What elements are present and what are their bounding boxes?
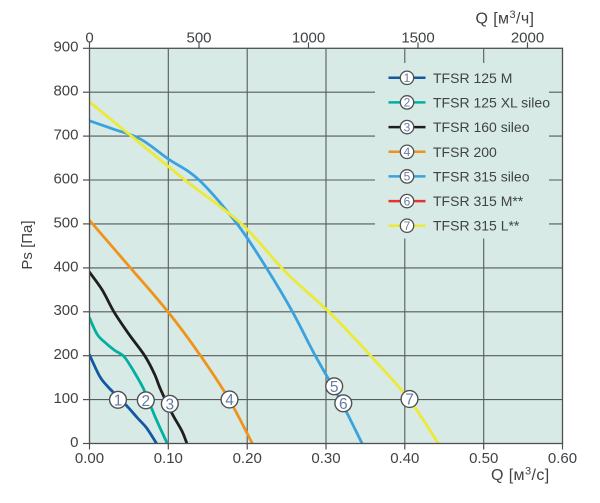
svg-text:500: 500 — [186, 30, 211, 47]
svg-text:4: 4 — [225, 392, 234, 409]
svg-text:3: 3 — [404, 120, 411, 134]
svg-text:TFSR 315 M**: TFSR 315 M** — [433, 193, 524, 209]
svg-text:1: 1 — [114, 392, 123, 409]
svg-text:TFSR 125 M: TFSR 125 M — [433, 70, 512, 86]
svg-text:TFSR 315 sileo: TFSR 315 sileo — [433, 168, 530, 184]
svg-text:700: 700 — [53, 127, 78, 144]
svg-text:0.30: 0.30 — [311, 450, 340, 467]
svg-text:0: 0 — [85, 30, 93, 47]
svg-text:400: 400 — [53, 258, 78, 275]
svg-text:1: 1 — [404, 71, 411, 85]
svg-text:0.20: 0.20 — [233, 450, 262, 467]
svg-text:TFSR 125 XL sileo: TFSR 125 XL sileo — [433, 94, 550, 110]
svg-text:0.10: 0.10 — [154, 450, 183, 467]
svg-text:200: 200 — [53, 346, 78, 363]
svg-text:1500: 1500 — [401, 30, 434, 47]
svg-text:5: 5 — [330, 379, 339, 396]
svg-text:0.60: 0.60 — [548, 450, 577, 467]
svg-text:Q [м3/c]: Q [м3/c] — [491, 466, 550, 485]
svg-text:1000: 1000 — [292, 30, 325, 47]
svg-text:TFSR 315 L**: TFSR 315 L** — [433, 218, 520, 234]
svg-text:TFSR 200: TFSR 200 — [433, 144, 497, 160]
svg-text:2: 2 — [404, 96, 411, 110]
svg-text:0.00: 0.00 — [75, 450, 104, 467]
svg-text:0: 0 — [70, 434, 78, 451]
svg-text:3: 3 — [165, 396, 174, 413]
svg-text:4: 4 — [404, 145, 411, 159]
svg-text:6: 6 — [404, 194, 411, 208]
svg-text:5: 5 — [404, 170, 411, 184]
svg-text:0.40: 0.40 — [390, 450, 419, 467]
svg-text:500: 500 — [53, 214, 78, 231]
svg-text:6: 6 — [339, 396, 348, 413]
svg-text:0.50: 0.50 — [469, 450, 498, 467]
svg-text:7: 7 — [404, 219, 411, 233]
svg-text:TFSR 160 sileo: TFSR 160 sileo — [433, 119, 530, 135]
svg-text:900: 900 — [53, 39, 78, 56]
svg-text:7: 7 — [405, 392, 414, 409]
svg-text:2: 2 — [141, 393, 150, 410]
svg-text:2000: 2000 — [511, 30, 544, 47]
svg-text:Ps [Па]: Ps [Па] — [19, 220, 36, 269]
svg-text:100: 100 — [53, 390, 78, 407]
svg-text:300: 300 — [53, 302, 78, 319]
svg-text:600: 600 — [53, 170, 78, 187]
svg-text:800: 800 — [53, 83, 78, 100]
svg-text:Q [м3/ч]: Q [м3/ч] — [476, 9, 535, 28]
